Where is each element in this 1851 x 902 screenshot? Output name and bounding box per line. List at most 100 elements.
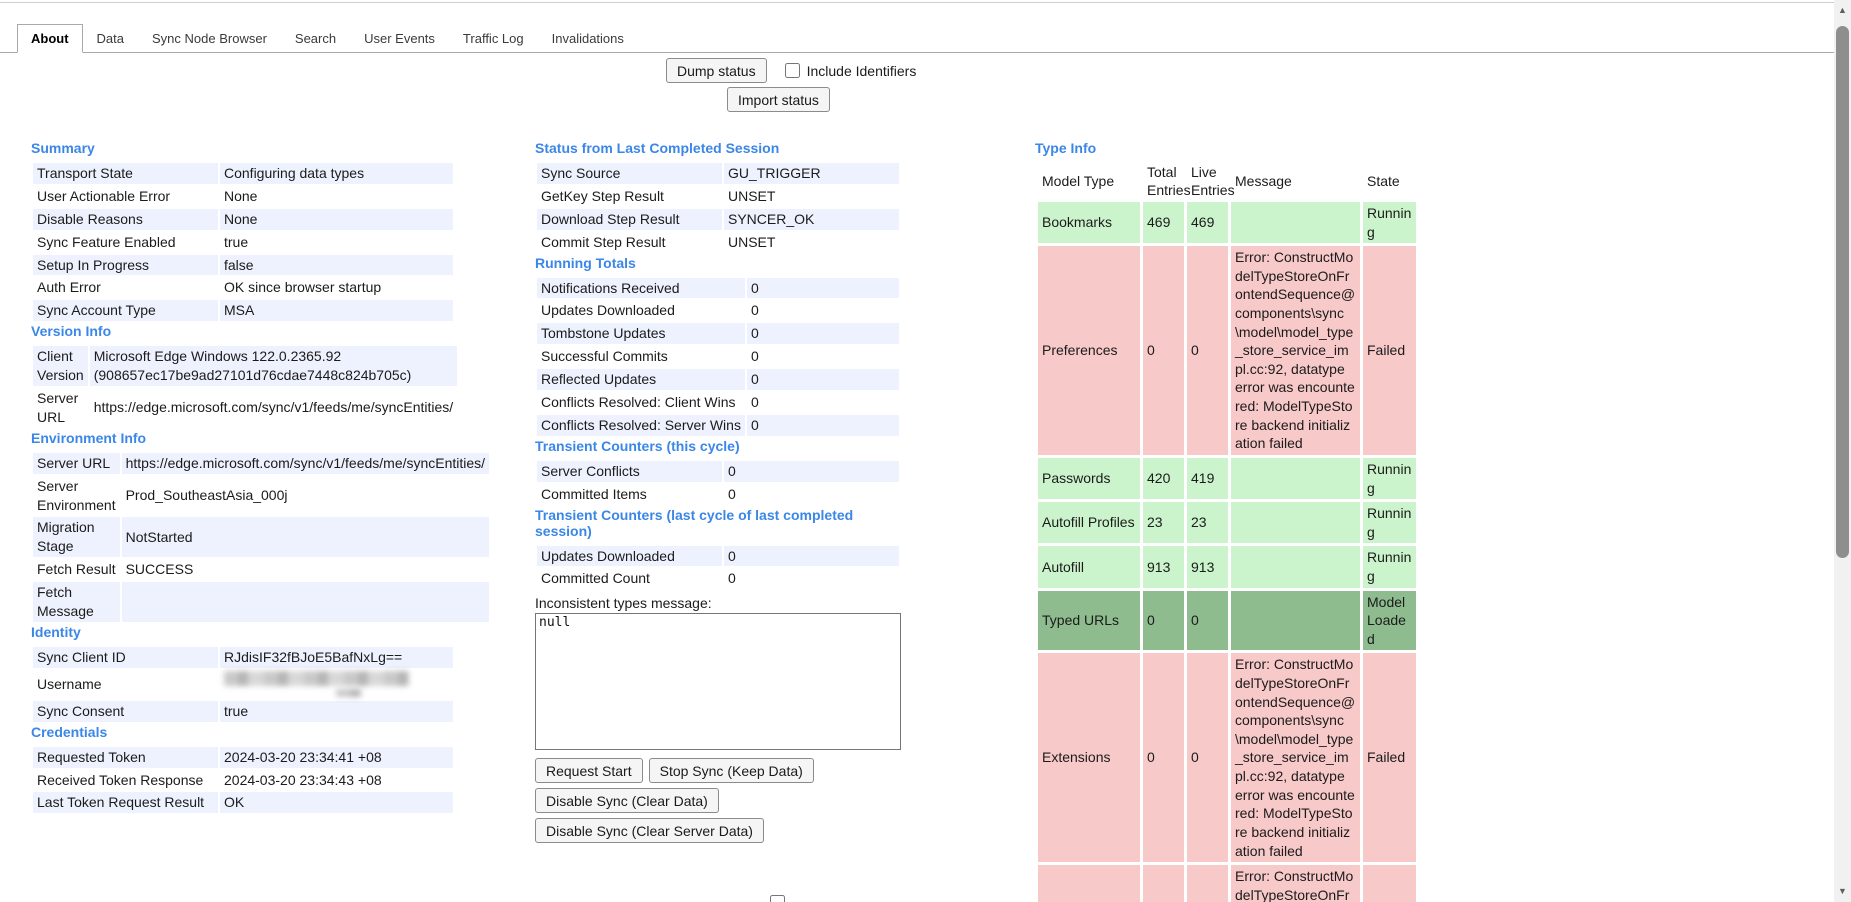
table-row: Disable Reasons None (33, 208, 453, 230)
row-value: 2024-03-20 23:34:41 +08 (220, 746, 453, 768)
state-cell: Running (1363, 502, 1416, 544)
scrollbar-up-arrow-icon[interactable]: ▲ (1838, 5, 1847, 15)
include-identifiers-checkbox[interactable] (784, 63, 800, 78)
table-row: Auth Error OK since browser startup (33, 277, 453, 298)
row-value: MSA (220, 300, 453, 322)
summary-section: Summary Transport State Configuring data … (31, 140, 455, 323)
type-info-row: Bookmarks 469 469 Running (1038, 202, 1416, 244)
message-cell (1231, 202, 1360, 244)
total-entries-cell: 0 (1143, 653, 1184, 863)
row-label: Tombstone Updates (537, 323, 745, 345)
row-label: Commit Step Result (541, 233, 666, 250)
running-totals-table: Notifications Received 0 Updates Downloade… (535, 276, 901, 438)
live-entries-cell: 0 (1187, 246, 1228, 455)
tab-invalidations[interactable]: Invalidations (551, 31, 624, 46)
live-entries-cell: 419 (1187, 457, 1228, 500)
column-header: Live Entries (1191, 164, 1235, 198)
request-start-button[interactable]: Request Start (535, 758, 643, 784)
live-entries-cell: 0 (1187, 590, 1228, 651)
live-entries-cell: 23 (1187, 502, 1228, 544)
table-row: GetKey Step Result UNSET (537, 186, 899, 207)
row-value: Configuring data types (220, 163, 453, 184)
tab-data[interactable]: Data (96, 31, 125, 46)
left-column: Summary Transport State Configuring data … (31, 140, 490, 815)
row-value: 0 (728, 570, 736, 587)
inconsistent-types-textarea[interactable]: null (535, 613, 901, 751)
state-cell: Running (1363, 202, 1416, 244)
row-value: UNSET (728, 187, 776, 204)
tab-about[interactable]: About (17, 24, 83, 53)
right-column: Type Info Model Type Total Entries Live En… (1035, 140, 1416, 902)
row-label: Updates Downloaded (541, 302, 675, 319)
row-value: GU_TRIGGER (724, 163, 899, 184)
table-row: Transport State Configuring data types (33, 163, 453, 184)
state-cell: Failed (1363, 865, 1416, 902)
type-info-table: Model Type Total Entries Live Entries Messa… (1035, 161, 1419, 902)
scrollbar-down-arrow-icon[interactable]: ▼ (1838, 886, 1847, 896)
identity-table: Sync Client ID RJdisIF32fBJoE5BafNxLg== Us… (31, 645, 455, 724)
message-cell (1231, 546, 1360, 588)
redacted-value (224, 670, 409, 686)
table-row: Updates Downloaded 0 (537, 300, 899, 321)
scrollbar-thumb[interactable] (1836, 26, 1849, 558)
row-label: Requested Token (33, 746, 218, 768)
total-entries-cell: 0 (1143, 865, 1184, 902)
tab-traffic-log[interactable]: Traffic Log (462, 31, 524, 46)
row-label: Sync Feature Enabled (37, 233, 176, 250)
table-row: Client Version Microsoft Edge Windows 122… (33, 346, 458, 387)
table-row: Sync Feature Enabled true (33, 232, 453, 253)
row-label: Migration Stage (33, 517, 120, 558)
message-cell: Error: ConstructModelTypeStoreOnFrontend… (1231, 653, 1360, 863)
total-entries-cell: 0 (1143, 246, 1184, 455)
dump-status-button[interactable]: Dump status (666, 58, 767, 83)
row-label: Successful Commits (541, 348, 668, 365)
column-header: Model Type (1042, 172, 1115, 189)
model-type-cell: Typed URLs (1038, 590, 1140, 651)
row-label: Client Version (33, 346, 88, 387)
row-value: 0 (724, 460, 899, 482)
partial-checkbox-row (770, 895, 785, 902)
row-value: https://edge.microsoft.com/sync/v1/feeds… (121, 452, 490, 474)
message-cell (1231, 502, 1360, 544)
message-cell (1231, 590, 1360, 651)
type-info-row: Extensions 0 0 Error: ConstructModelTypeSto… (1038, 653, 1416, 863)
sync-buttons-row-1: Request Start Stop Sync (Keep Data) (535, 758, 901, 784)
last-session-table: Sync Source GU_TRIGGER GetKey Step Result U… (535, 161, 901, 255)
include-identifiers-control[interactable]: Include Identifiers (784, 63, 916, 79)
row-label: Fetch Result (37, 561, 116, 578)
row-value: UNSET (728, 233, 776, 250)
disable-sync-clear-server-data-button[interactable]: Disable Sync (Clear Server Data) (535, 818, 764, 844)
row-label: Disable Reasons (33, 208, 218, 230)
live-entries-cell: 0 (1187, 865, 1228, 902)
type-info-row: Preferences 0 0 Error: ConstructModelTypeSt… (1038, 246, 1416, 455)
row-label: Received Token Response (37, 771, 204, 788)
column-header: State (1367, 172, 1400, 189)
running-totals-section: Running Totals Notifications Received 0 Up… (535, 255, 901, 438)
import-status-button[interactable]: Import status (727, 87, 830, 112)
state-cell: Running (1363, 546, 1416, 588)
table-row: Username (33, 670, 453, 699)
total-entries-cell: 23 (1143, 502, 1184, 544)
row-label: Setup In Progress (33, 254, 218, 276)
section-title: Identity (31, 623, 81, 640)
table-row: Received Token Response 2024-03-20 23:34:… (33, 770, 453, 791)
type-info-row: Autofill 913 913 Running (1038, 546, 1416, 588)
partial-checkbox[interactable] (770, 895, 785, 902)
vertical-scrollbar[interactable]: ▲ ▼ (1834, 0, 1851, 902)
row-label: Committed Count (541, 570, 650, 587)
table-row: Sync Client ID RJdisIF32fBJoE5BafNxLg== (33, 646, 453, 668)
stop-sync-keep-data-button[interactable]: Stop Sync (Keep Data) (648, 758, 814, 784)
tab-search[interactable]: Search (294, 31, 337, 46)
row-value: OK since browser startup (224, 279, 382, 296)
tab-user-events[interactable]: User Events (364, 31, 435, 46)
disable-sync-clear-data-button[interactable]: Disable Sync (Clear Data) (535, 788, 719, 814)
tab-sync-node-browser[interactable]: Sync Node Browser (152, 31, 267, 46)
table-row: Committed Items 0 (537, 484, 899, 505)
row-value: RJdisIF32fBJoE5BafNxLg== (220, 646, 453, 668)
row-label: Download Step Result (537, 208, 722, 230)
row-label: Committed Items (541, 485, 647, 502)
table-row: Conflicts Resolved: Client Wins 0 (537, 392, 899, 413)
message-cell: Error: ConstructModelTypeStoreOnFrontend… (1231, 246, 1360, 455)
transient-last-cycle-table: Updates Downloaded 0 Committed Count 0 (535, 544, 901, 592)
section-title: Transient Counters (this cycle) (535, 437, 740, 454)
